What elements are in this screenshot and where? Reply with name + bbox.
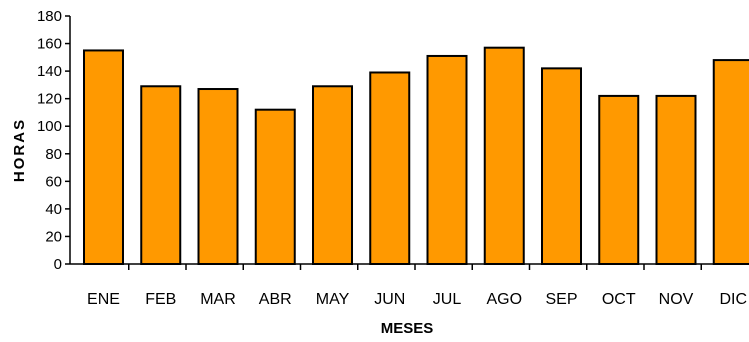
y-tick-label: 40 bbox=[45, 201, 62, 218]
y-tick-label: 120 bbox=[37, 91, 62, 108]
y-axis-title: HORAS bbox=[11, 118, 28, 182]
y-tick-label: 140 bbox=[37, 63, 62, 80]
y-axis-ticks: 0 20 40 60 80 100 120 140 160 180 bbox=[37, 8, 70, 273]
y-tick-label: 100 bbox=[37, 118, 62, 135]
x-tick-label-may: MAY bbox=[316, 291, 350, 308]
y-tick-label: 160 bbox=[37, 36, 62, 53]
bar-may bbox=[312, 85, 353, 266]
bar-sep bbox=[541, 67, 582, 265]
bar-abr bbox=[254, 108, 296, 265]
x-tick-label-ago: AGO bbox=[486, 291, 522, 308]
y-tick-label: 80 bbox=[45, 146, 62, 163]
x-tick-label-dic: DIC bbox=[719, 291, 747, 308]
x-tick-label-sep: SEP bbox=[545, 291, 577, 308]
bar-nov bbox=[655, 94, 697, 265]
y-tick-label: 20 bbox=[45, 228, 62, 245]
bar-oct bbox=[598, 94, 640, 265]
x-tick-label-abr: ABR bbox=[259, 291, 292, 308]
bar-mar bbox=[197, 88, 239, 266]
x-tick-label-jul: JUL bbox=[433, 291, 462, 308]
y-tick-label: 0 bbox=[54, 256, 62, 273]
x-axis-ticks: ENE FEB MAR ABR MAY JUN JUL AGO SEP OCT NOV DIC bbox=[87, 264, 747, 308]
bar-jul bbox=[426, 54, 468, 266]
x-tick-label-jun: JUN bbox=[374, 291, 405, 308]
bar-jun bbox=[369, 71, 411, 265]
x-axis-title: MESES bbox=[381, 320, 434, 337]
bar-feb bbox=[140, 85, 182, 266]
x-tick-label-oct: OCT bbox=[602, 291, 636, 308]
x-tick-label-feb: FEB bbox=[145, 291, 176, 308]
x-tick-label-ene: ENE bbox=[87, 291, 120, 308]
bar-dic bbox=[712, 59, 749, 266]
bar-ene bbox=[83, 49, 124, 265]
y-tick-label: 60 bbox=[45, 173, 62, 190]
bars-group bbox=[83, 46, 749, 266]
x-tick-label-mar: MAR bbox=[200, 291, 236, 308]
y-tick-label: 180 bbox=[37, 8, 62, 25]
x-tick-label-nov: NOV bbox=[659, 291, 694, 308]
bar-ago bbox=[483, 46, 525, 265]
